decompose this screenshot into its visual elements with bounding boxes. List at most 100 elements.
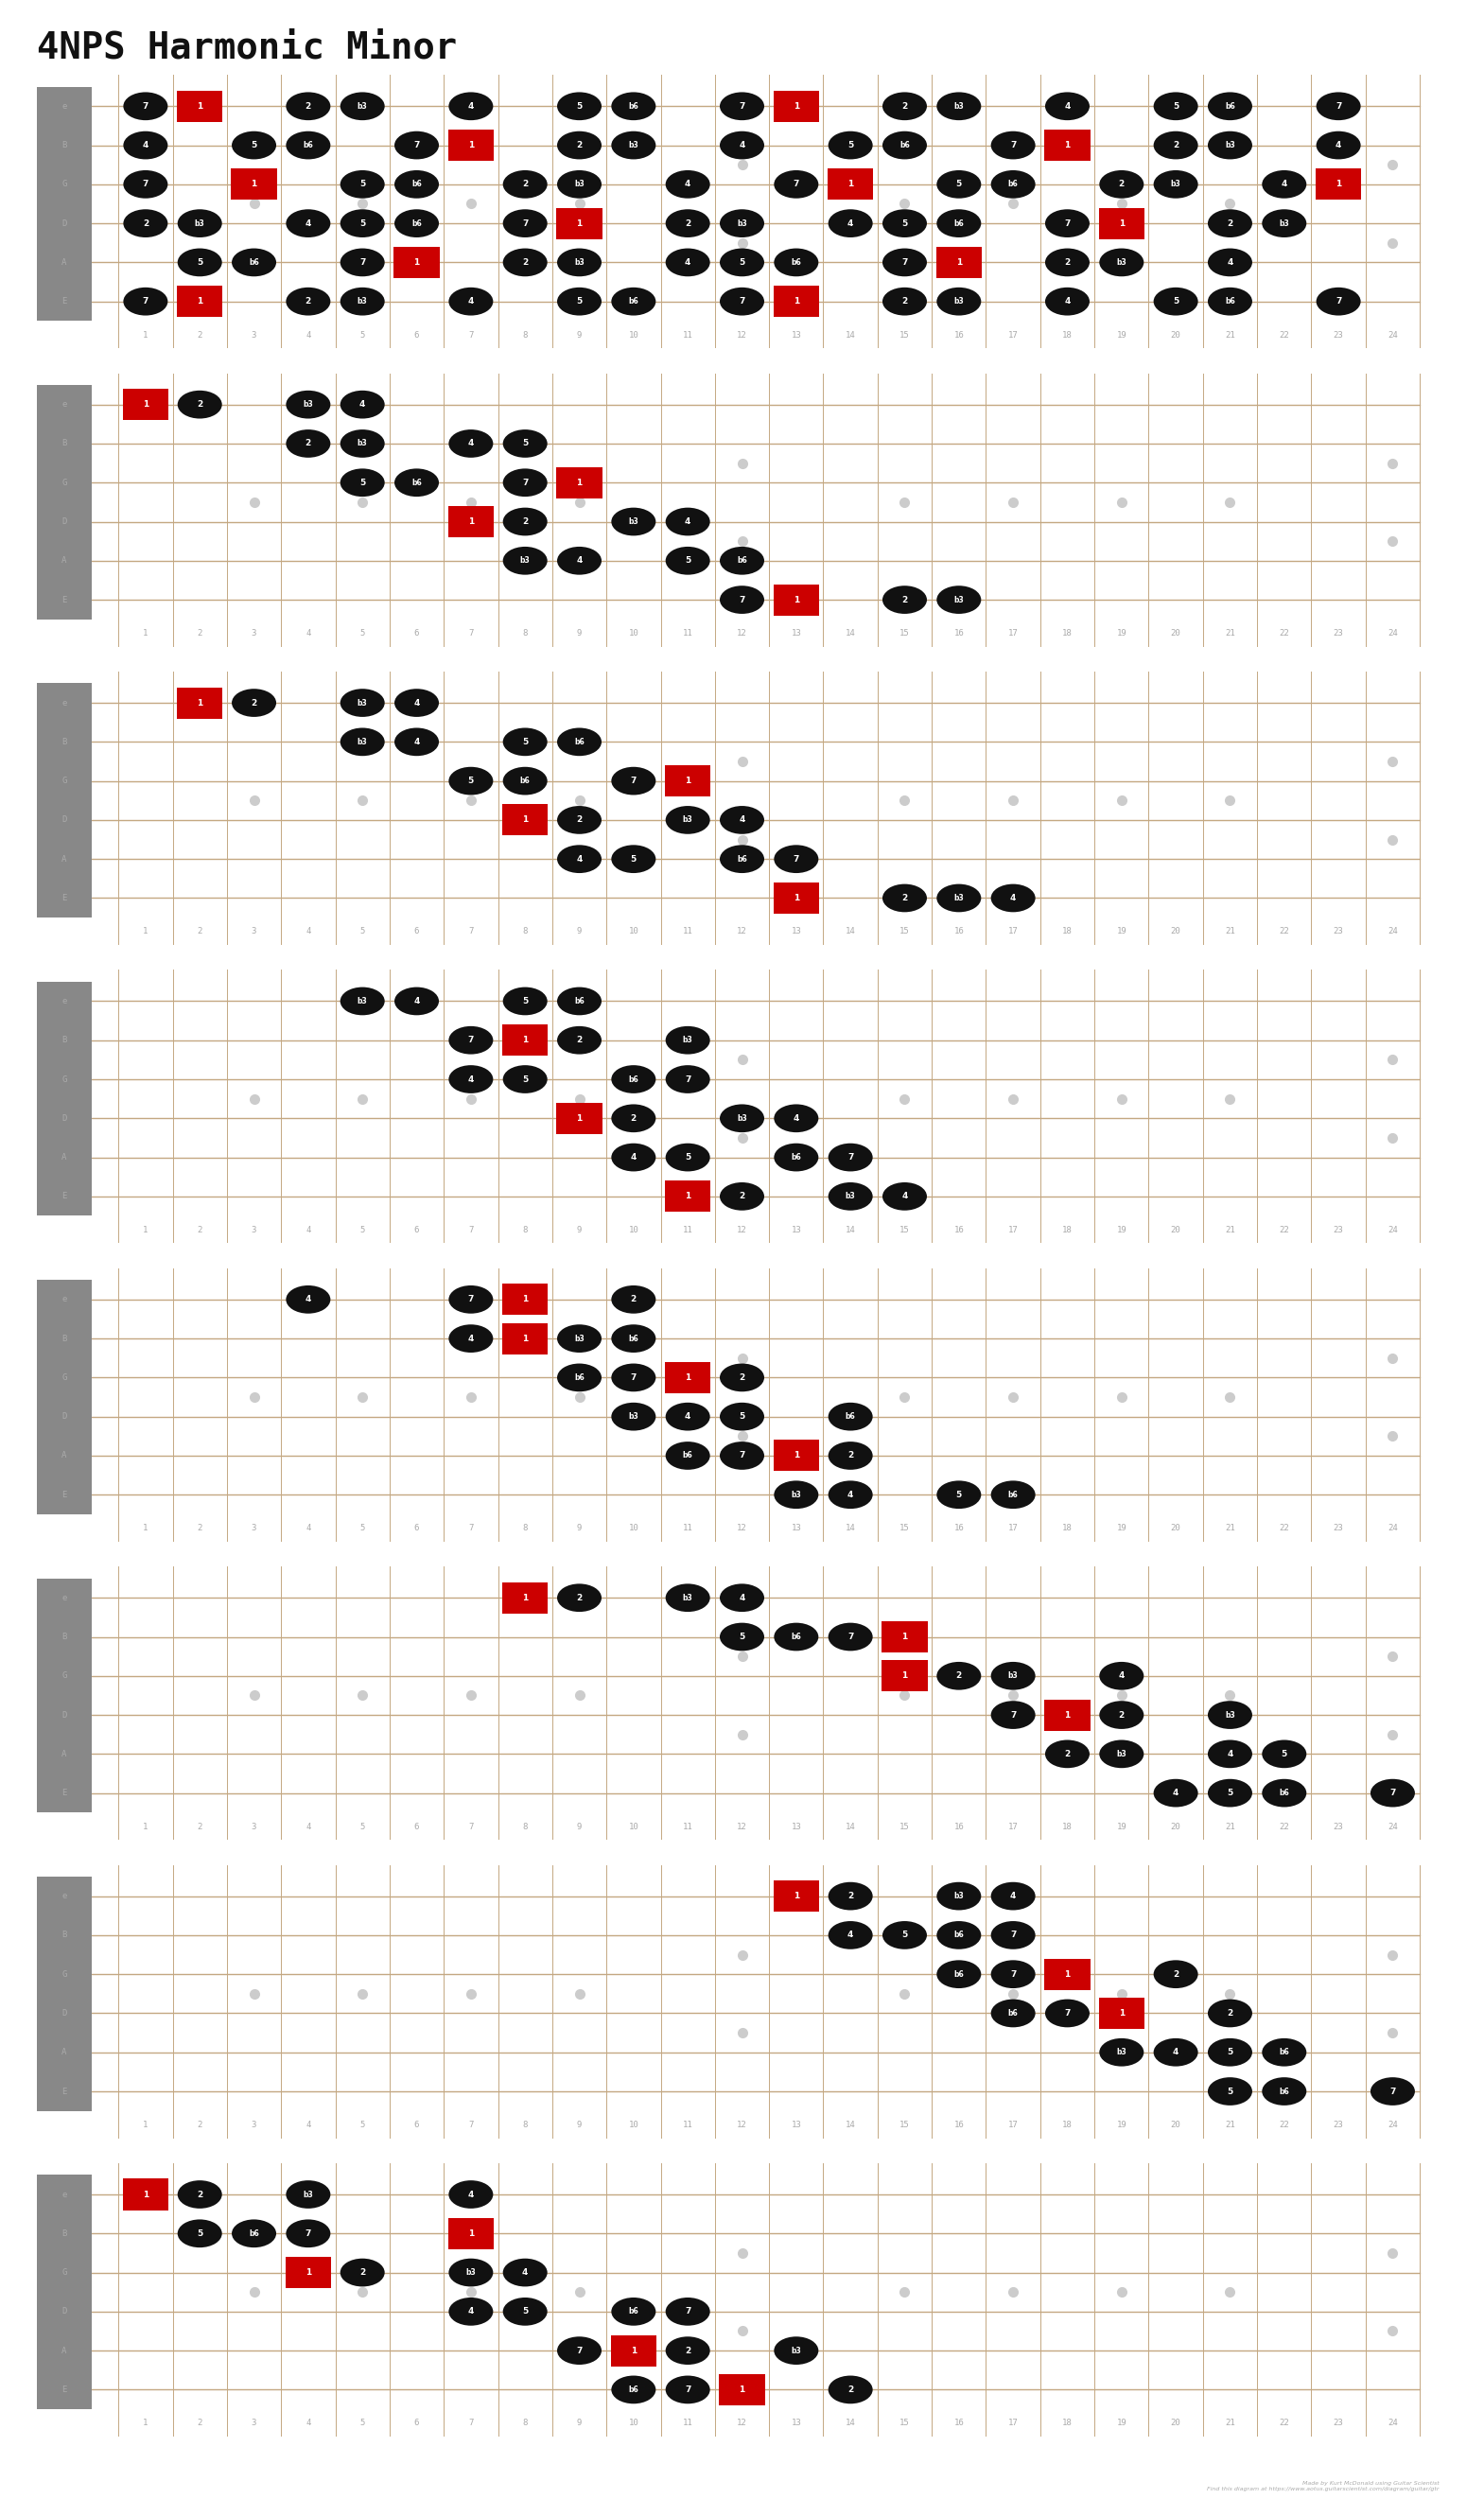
Text: e: e <box>62 700 67 707</box>
Text: 8: 8 <box>522 630 528 637</box>
Text: 13: 13 <box>791 1822 801 1832</box>
FancyBboxPatch shape <box>502 1582 548 1614</box>
Text: 7: 7 <box>1011 140 1017 150</box>
Text: 2: 2 <box>1119 180 1125 187</box>
Text: 5: 5 <box>522 440 528 447</box>
Text: e: e <box>62 1594 67 1602</box>
Ellipse shape <box>775 1622 819 1652</box>
Text: 15: 15 <box>899 1225 910 1235</box>
Text: b3: b3 <box>358 997 368 1005</box>
Ellipse shape <box>611 2297 656 2327</box>
Ellipse shape <box>286 2179 331 2209</box>
FancyBboxPatch shape <box>37 1877 92 2112</box>
Text: 8: 8 <box>522 2122 528 2129</box>
Ellipse shape <box>448 1284 493 1314</box>
Text: 13: 13 <box>791 2122 801 2129</box>
Text: 18: 18 <box>1063 2122 1073 2129</box>
Ellipse shape <box>936 1959 981 1989</box>
Text: 1: 1 <box>142 1822 148 1832</box>
Text: 7: 7 <box>467 1037 473 1045</box>
Text: 1: 1 <box>684 777 690 785</box>
Text: G: G <box>62 1374 67 1382</box>
Ellipse shape <box>503 2259 548 2287</box>
Text: 11: 11 <box>683 2419 693 2427</box>
Ellipse shape <box>828 1922 873 1949</box>
Text: 4: 4 <box>306 1524 310 1532</box>
Text: 7: 7 <box>469 1524 473 1532</box>
Text: A: A <box>62 257 67 267</box>
Text: G: G <box>62 777 67 785</box>
Ellipse shape <box>611 1364 656 1392</box>
Text: 4: 4 <box>739 140 745 150</box>
Ellipse shape <box>123 210 168 237</box>
Text: 3: 3 <box>251 1822 257 1832</box>
Ellipse shape <box>556 547 601 575</box>
Text: b3: b3 <box>954 1892 965 1899</box>
Text: 13: 13 <box>791 927 801 937</box>
FancyBboxPatch shape <box>1098 1997 1144 2029</box>
Text: 16: 16 <box>954 630 965 637</box>
Text: 2: 2 <box>576 1594 582 1602</box>
Text: 10: 10 <box>628 927 638 937</box>
Text: A: A <box>62 1152 67 1162</box>
Text: 5: 5 <box>956 180 962 187</box>
Text: 4: 4 <box>306 220 312 227</box>
Text: 7: 7 <box>522 220 528 227</box>
FancyBboxPatch shape <box>611 2334 656 2367</box>
Ellipse shape <box>611 1145 656 1172</box>
Text: 10: 10 <box>628 2122 638 2129</box>
Ellipse shape <box>395 727 439 757</box>
Text: 20: 20 <box>1171 2419 1181 2427</box>
Text: 4: 4 <box>902 1192 908 1200</box>
Text: 1: 1 <box>197 297 203 305</box>
FancyBboxPatch shape <box>773 285 819 317</box>
Text: 23: 23 <box>1333 2122 1343 2129</box>
Ellipse shape <box>1045 1999 1089 2027</box>
Text: 20: 20 <box>1171 1524 1181 1532</box>
Ellipse shape <box>828 1442 873 1469</box>
Ellipse shape <box>611 1105 656 1132</box>
FancyBboxPatch shape <box>37 87 92 320</box>
Text: 21: 21 <box>1224 927 1235 937</box>
Text: b3: b3 <box>683 815 693 825</box>
Text: 6: 6 <box>414 1822 418 1832</box>
Ellipse shape <box>1045 247 1089 277</box>
Text: 4: 4 <box>467 1075 473 1085</box>
Ellipse shape <box>448 1065 493 1095</box>
Text: 21: 21 <box>1224 330 1235 340</box>
Text: 5: 5 <box>359 220 365 227</box>
Text: b3: b3 <box>1116 2049 1126 2057</box>
Text: b6: b6 <box>628 297 638 305</box>
Text: b6: b6 <box>791 1632 801 1642</box>
Text: 16: 16 <box>954 2122 965 2129</box>
Ellipse shape <box>1208 287 1252 315</box>
Ellipse shape <box>232 132 276 160</box>
Text: B: B <box>62 1334 67 1342</box>
Text: b6: b6 <box>1224 297 1235 305</box>
FancyBboxPatch shape <box>177 90 223 122</box>
FancyBboxPatch shape <box>773 1879 819 1912</box>
FancyBboxPatch shape <box>502 1322 548 1354</box>
Ellipse shape <box>1153 1779 1198 1807</box>
Text: 7: 7 <box>1011 1712 1017 1719</box>
Text: 22: 22 <box>1279 330 1290 340</box>
Text: 4: 4 <box>467 440 473 447</box>
Text: 2: 2 <box>197 2189 203 2199</box>
Text: b6: b6 <box>574 997 585 1005</box>
Text: b6: b6 <box>738 557 746 565</box>
Text: 4: 4 <box>306 1294 312 1304</box>
Ellipse shape <box>503 547 548 575</box>
Text: b6: b6 <box>683 1452 693 1459</box>
Text: 10: 10 <box>628 2419 638 2427</box>
Text: 4: 4 <box>1227 1749 1233 1759</box>
Text: b3: b3 <box>574 257 585 267</box>
Text: 10: 10 <box>628 330 638 340</box>
Ellipse shape <box>883 247 928 277</box>
Text: e: e <box>62 1294 67 1304</box>
Text: 18: 18 <box>1063 330 1073 340</box>
Ellipse shape <box>936 170 981 197</box>
Text: 8: 8 <box>522 1524 528 1532</box>
Ellipse shape <box>1316 287 1361 315</box>
Text: B: B <box>62 140 67 150</box>
Ellipse shape <box>503 170 548 197</box>
